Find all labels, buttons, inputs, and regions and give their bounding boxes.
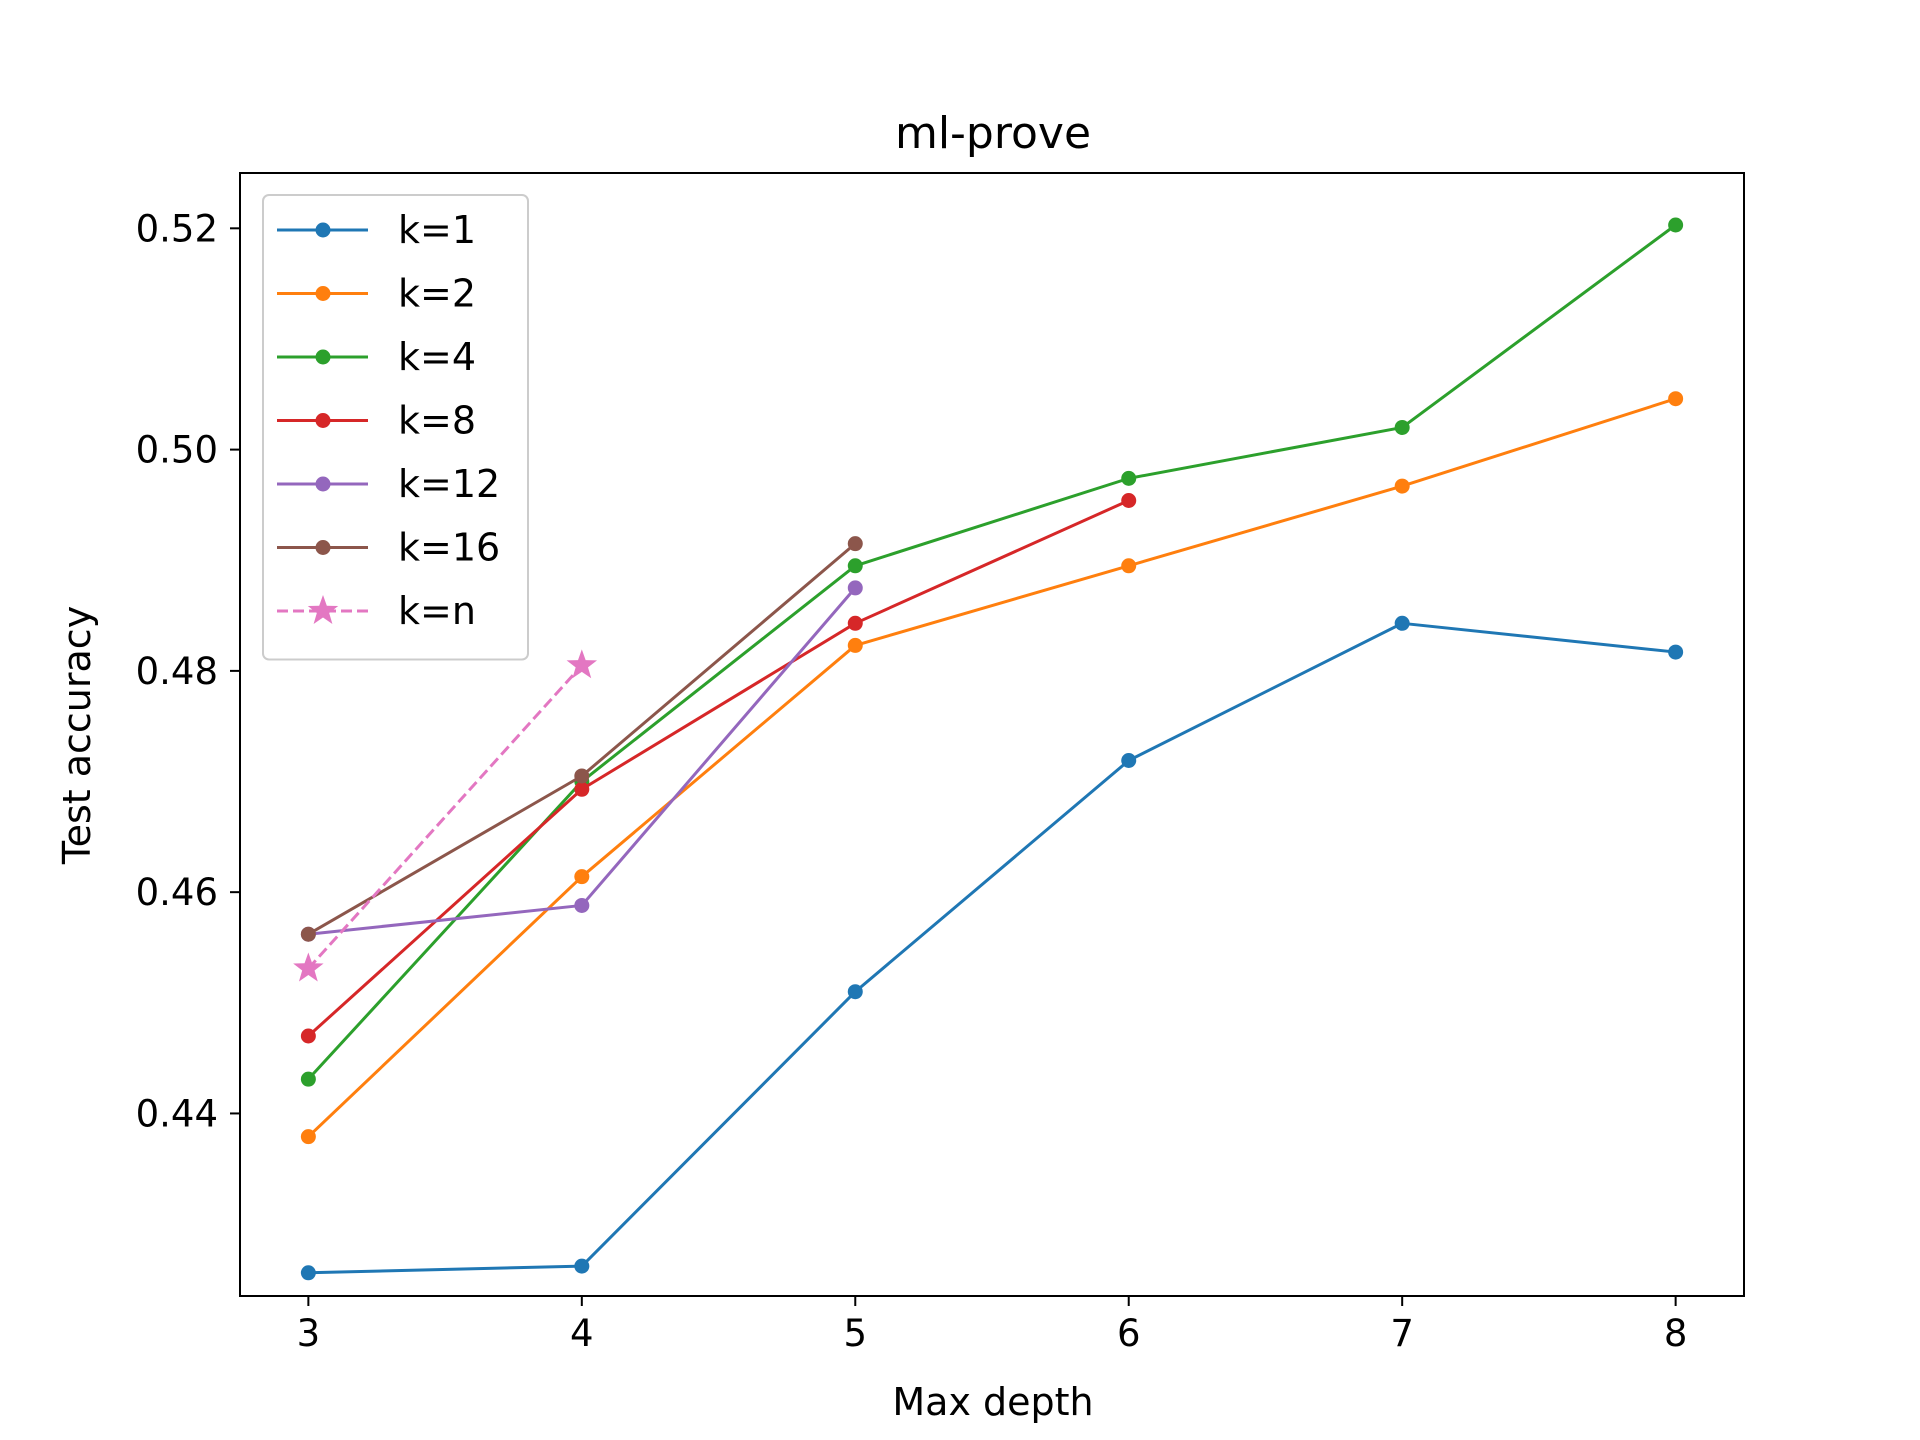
- legend-item-k-n: k=n: [277, 589, 476, 633]
- plot-marks: [293, 217, 1684, 1281]
- y-axis-label: Test accuracy: [55, 606, 99, 865]
- x-axis-label: Max depth: [892, 1380, 1093, 1424]
- data-point-k-16: [847, 536, 863, 552]
- legend-label: k=16: [398, 526, 500, 570]
- series-line-k-8: [307, 499, 1130, 1038]
- y-tick-label: 0.44: [136, 1092, 218, 1135]
- y-tick-label: 0.52: [136, 207, 218, 250]
- legend-swatch-marker: [315, 286, 331, 301]
- series-k-2: [300, 391, 1684, 1145]
- legend-item-k-8: k=8: [277, 399, 476, 443]
- data-point-k-2: [574, 869, 590, 885]
- data-point-k-1: [1394, 615, 1410, 631]
- x-tick-label: 6: [1117, 1312, 1141, 1355]
- plot-frame: [239, 172, 1745, 1297]
- series-line-k-n: [307, 664, 583, 970]
- series-k-8: [300, 492, 1137, 1044]
- data-point-k-16: [574, 768, 590, 784]
- legend-item-k-2: k=2: [277, 272, 476, 316]
- data-point-k-12: [847, 580, 863, 596]
- data-point-k-1: [300, 1265, 316, 1281]
- legend-swatch-marker: [307, 595, 339, 624]
- chart-title: ml-prove: [895, 108, 1091, 159]
- x-tick-label: 5: [843, 1312, 867, 1355]
- data-point-k-n: [293, 952, 324, 982]
- x-axis: 3 4 5 6 7 8: [297, 1296, 1688, 1355]
- x-tick-label: 4: [570, 1312, 594, 1355]
- data-point-k-4: [1121, 470, 1137, 486]
- data-point-k-1: [1668, 644, 1684, 660]
- data-point-k-4: [1394, 419, 1410, 435]
- data-point-k-2: [1394, 478, 1410, 494]
- legend-label: k=4: [398, 335, 476, 379]
- data-point-k-2: [300, 1129, 316, 1145]
- legend-swatch-marker: [315, 476, 331, 492]
- x-tick-label: 7: [1390, 1312, 1414, 1355]
- series-k-n: [293, 649, 598, 982]
- legend-item-k-16: k=16: [277, 526, 500, 570]
- y-tick-label: 0.48: [136, 650, 218, 693]
- legend-swatch-marker: [315, 540, 331, 555]
- legend-label: k=8: [398, 399, 476, 443]
- data-point-k-1: [847, 984, 863, 1000]
- data-point-k-16: [300, 926, 316, 942]
- legend: k=1 k=2 k=4 k=8 k=12 k=16 k=n: [262, 194, 529, 661]
- legend-swatch-marker: [315, 413, 331, 428]
- data-point-k-n: [566, 649, 598, 679]
- data-point-k-4: [1668, 217, 1684, 233]
- data-point-k-2: [1121, 558, 1137, 574]
- series-k-16: [300, 536, 863, 942]
- data-point-k-1: [1121, 753, 1137, 769]
- data-point-k-12: [574, 897, 590, 913]
- data-point-k-4: [300, 1071, 316, 1087]
- y-tick-label: 0.50: [136, 429, 218, 472]
- legend-label: k=1: [398, 208, 476, 252]
- y-tick-label: 0.46: [136, 871, 218, 914]
- legend-swatch-marker: [315, 222, 331, 238]
- legend-label: k=12: [398, 462, 500, 506]
- data-point-k-8: [847, 615, 863, 631]
- data-point-k-8: [300, 1028, 316, 1044]
- x-tick-label: 8: [1664, 1312, 1688, 1355]
- series-k-1: [300, 615, 1684, 1281]
- legend-item-k-4: k=4: [277, 335, 476, 379]
- series-line-k-1: [308, 621, 1676, 1275]
- data-point-k-1: [574, 1258, 590, 1274]
- legend-item-k-12: k=12: [277, 462, 500, 506]
- legend-item-k-1: k=1: [277, 208, 476, 252]
- legend-label: k=2: [398, 272, 476, 316]
- data-point-k-8: [574, 781, 590, 797]
- series-line-k-2: [307, 397, 1677, 1138]
- y-axis: 0.44 0.46 0.48 0.50 0.52: [136, 207, 240, 1135]
- legend-box: [262, 194, 529, 661]
- x-tick-label: 3: [297, 1312, 321, 1355]
- data-point-k-2: [847, 637, 863, 653]
- data-point-k-2: [1668, 391, 1684, 407]
- data-point-k-4: [847, 558, 863, 574]
- legend-label: k=n: [398, 589, 476, 633]
- legend-swatch-marker: [315, 349, 331, 365]
- data-point-k-8: [1121, 492, 1137, 508]
